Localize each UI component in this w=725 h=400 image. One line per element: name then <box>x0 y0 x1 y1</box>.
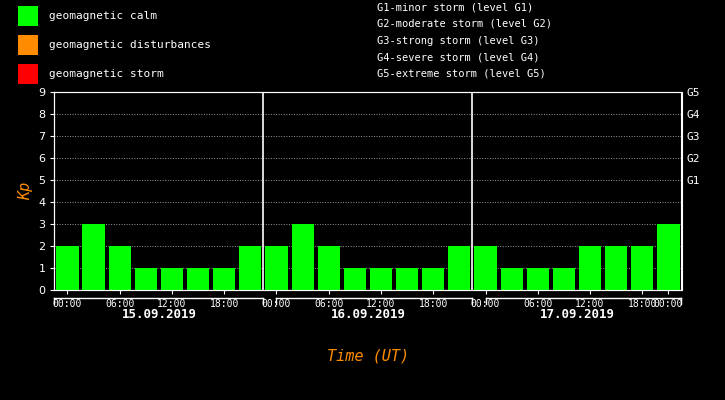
Bar <box>579 246 601 290</box>
Bar <box>500 268 523 290</box>
Text: G2-moderate storm (level G2): G2-moderate storm (level G2) <box>377 19 552 29</box>
Bar <box>18 64 38 84</box>
Text: 15.09.2019: 15.09.2019 <box>121 308 196 321</box>
Bar <box>370 268 392 290</box>
Y-axis label: Kp: Kp <box>17 182 33 200</box>
Bar <box>526 268 549 290</box>
Text: 16.09.2019: 16.09.2019 <box>331 308 405 321</box>
Bar <box>658 224 679 290</box>
Bar <box>474 246 497 290</box>
Bar <box>135 268 157 290</box>
Text: G1-minor storm (level G1): G1-minor storm (level G1) <box>377 2 534 12</box>
Text: geomagnetic calm: geomagnetic calm <box>49 11 157 21</box>
Bar <box>291 224 314 290</box>
Text: G3-strong storm (level G3): G3-strong storm (level G3) <box>377 36 539 46</box>
Bar <box>187 268 210 290</box>
Text: geomagnetic disturbances: geomagnetic disturbances <box>49 40 211 50</box>
Bar <box>239 246 262 290</box>
Bar <box>396 268 418 290</box>
Bar <box>448 246 471 290</box>
Bar <box>57 246 78 290</box>
Text: G4-severe storm (level G4): G4-severe storm (level G4) <box>377 52 539 62</box>
Bar <box>344 268 366 290</box>
Text: Time (UT): Time (UT) <box>327 348 409 364</box>
Text: G5-extreme storm (level G5): G5-extreme storm (level G5) <box>377 69 546 79</box>
Bar <box>265 246 288 290</box>
Bar <box>552 268 575 290</box>
Bar <box>109 246 130 290</box>
Bar <box>83 224 104 290</box>
Bar <box>318 246 340 290</box>
Text: geomagnetic storm: geomagnetic storm <box>49 69 164 79</box>
Bar <box>18 35 38 55</box>
Bar <box>605 246 627 290</box>
Bar <box>18 6 38 26</box>
Bar <box>631 246 653 290</box>
Bar <box>213 268 236 290</box>
Bar <box>161 268 183 290</box>
Bar <box>422 268 444 290</box>
Text: 17.09.2019: 17.09.2019 <box>539 308 615 321</box>
